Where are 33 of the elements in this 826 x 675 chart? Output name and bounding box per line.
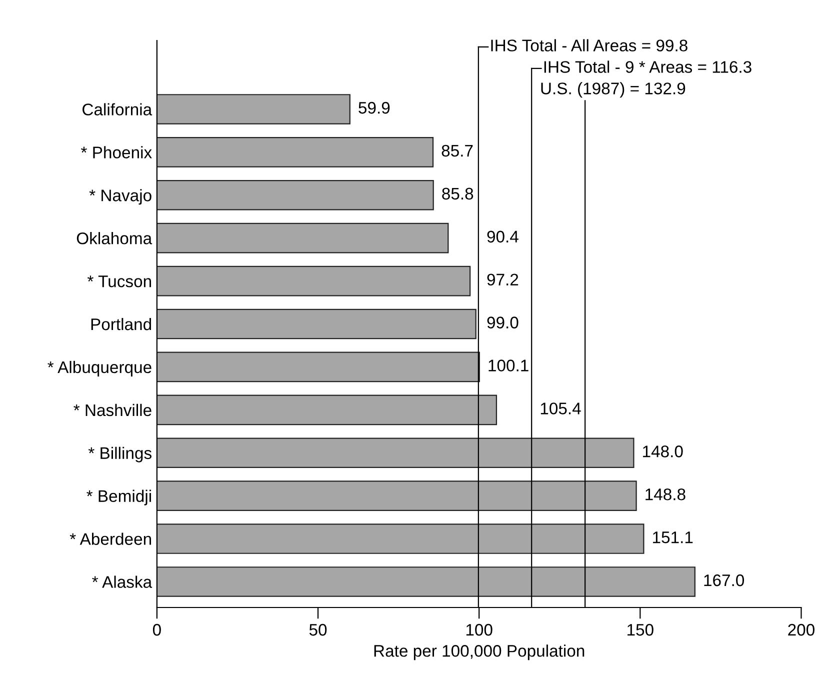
y-tick-label: * Navajo: [89, 189, 152, 205]
x-tick-label: 100: [466, 624, 492, 636]
data-label: 148.0: [643, 446, 683, 458]
data-label: 90.4: [487, 230, 518, 243]
x-tick-label: 50: [309, 624, 327, 636]
y-tick-label: * Phoenix: [81, 146, 152, 158]
y-tick-label: * Albuquerque: [48, 360, 152, 376]
data-label: 85.7: [442, 144, 473, 157]
x-tick-label: 200: [788, 624, 814, 636]
y-tick-label: Oklahoma: [76, 232, 152, 244]
y-tick-label: * Billings: [88, 446, 152, 462]
y-tick-label: * Aberdeen: [70, 532, 151, 545]
x-axis-title: Rate per 100,000 Population: [374, 644, 584, 660]
y-tick-label: * Nashville: [74, 404, 152, 416]
data-label: 100.1: [488, 360, 528, 372]
data-label: 99.0: [487, 316, 518, 328]
data-label: 148.8: [646, 488, 686, 500]
data-label: 85.8: [442, 188, 474, 200]
y-tick-label: Portland: [91, 318, 152, 330]
data-label: 151.1: [653, 532, 693, 544]
y-tick-label: * Tucson: [87, 276, 151, 288]
y-tick-label: * Bemidji: [86, 490, 151, 506]
x-tick-label: 0: [152, 624, 161, 636]
data-label: 59.9: [358, 102, 390, 114]
ref-line-label: U.S. (1987) = 132.9: [541, 82, 686, 98]
data-label: 97.2: [487, 274, 518, 286]
y-tick-label: * Alaska: [92, 576, 152, 588]
x-tick-label: 150: [628, 624, 654, 636]
ref-line-label: IHS Total - 9 * Areas = 116.3: [544, 60, 752, 73]
data-label: 105.4: [540, 402, 581, 414]
y-tick-label: California: [82, 103, 152, 116]
ref-line-label: IHS Total - All Areas = 99.8: [491, 39, 688, 52]
data-label: 167.0: [704, 574, 744, 586]
